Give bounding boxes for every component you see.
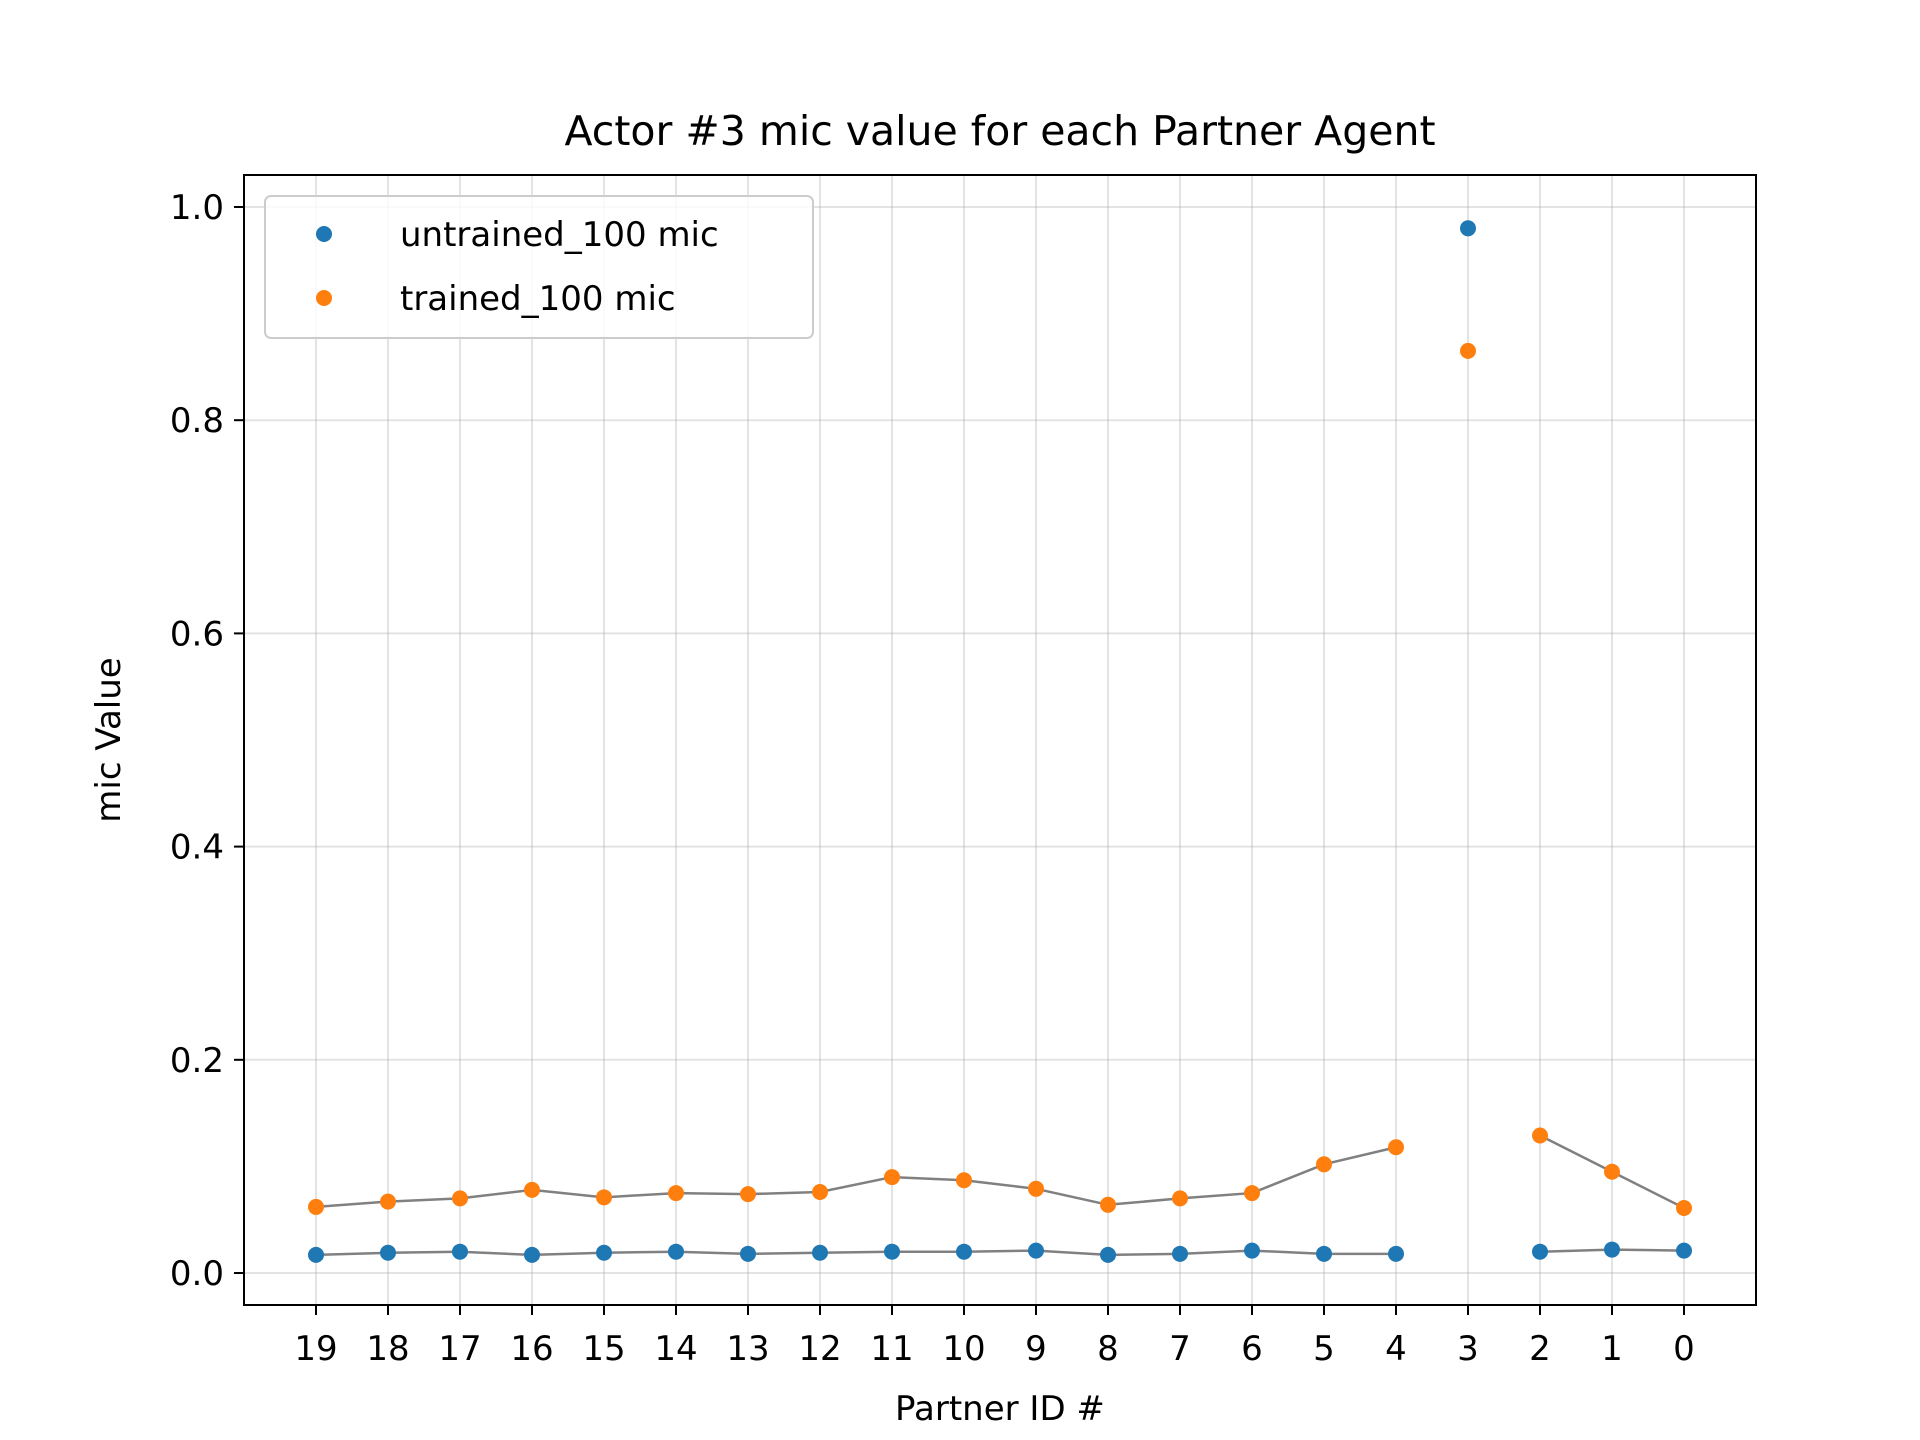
series-0-point [1388, 1245, 1404, 1262]
series-1-point [1172, 1190, 1188, 1207]
series-0-point [1172, 1245, 1188, 1262]
series-0-point [1604, 1241, 1620, 1258]
series-1-point [1100, 1196, 1116, 1213]
legend: untrained_100 mic trained_100 mic [264, 195, 814, 339]
legend-label-trained: trained_100 mic [400, 279, 676, 319]
series-0-point [1028, 1242, 1044, 1259]
x-tick-label: 16 [510, 1329, 553, 1369]
legend-box [264, 195, 814, 339]
series-1-point [1028, 1180, 1044, 1197]
chart-title: Actor #3 mic value for each Partner Agen… [564, 107, 1435, 155]
x-tick-label: 18 [366, 1329, 409, 1369]
x-tick-label: 4 [1385, 1329, 1407, 1369]
x-axis-label: Partner ID # [895, 1389, 1105, 1429]
series-0-point [812, 1244, 828, 1261]
x-tick-label: 5 [1313, 1329, 1335, 1369]
series-1-point [1460, 342, 1476, 359]
x-tick-label: 14 [654, 1329, 697, 1369]
series-1-point [956, 1172, 972, 1189]
x-axis-ticks: 19 18 17 16 15 14 13 12 11 10 9 8 7 6 5 4 3 2 1 0 [294, 1305, 1695, 1369]
legend-label-untrained: untrained_100 mic [400, 215, 719, 255]
series-0-point [1676, 1242, 1692, 1259]
series-0-point [1100, 1246, 1116, 1263]
y-tick-label: 1.0 [170, 188, 224, 228]
y-tick-label: 0.6 [170, 614, 224, 654]
grid-lines [244, 175, 1756, 1305]
series-1-point [380, 1193, 396, 1210]
x-tick-label: 1 [1601, 1329, 1623, 1369]
series-1-point [812, 1184, 828, 1200]
series-0-point [308, 1246, 324, 1263]
series-0-point [1316, 1245, 1332, 1262]
y-tick-label: 0.0 [170, 1254, 224, 1294]
x-tick-label: 11 [870, 1329, 913, 1369]
x-tick-label: 8 [1097, 1329, 1119, 1369]
series-1-point [668, 1185, 684, 1202]
x-tick-label: 12 [798, 1329, 841, 1369]
series-1-point [452, 1190, 468, 1207]
series-1-point [1244, 1185, 1260, 1202]
series-1-point [1676, 1199, 1692, 1216]
legend-marker-trained [316, 290, 332, 306]
x-tick-label: 6 [1241, 1329, 1263, 1369]
x-tick-label: 9 [1025, 1329, 1047, 1369]
series-0-point [380, 1244, 396, 1261]
series-1-point [1388, 1139, 1404, 1156]
series-1-point [308, 1198, 324, 1215]
x-tick-label: 17 [438, 1329, 481, 1369]
series-0-point [668, 1243, 684, 1260]
series-0-point [524, 1246, 540, 1263]
series-0-point [1244, 1242, 1260, 1259]
x-tick-label: 15 [582, 1329, 625, 1369]
series-0-point [596, 1244, 612, 1261]
x-tick-label: 3 [1457, 1329, 1479, 1369]
series-1-connector-line [315, 1146, 1397, 1209]
y-tick-label: 0.2 [170, 1041, 224, 1081]
axes-frame [243, 174, 1757, 1306]
series-0-point [1532, 1243, 1548, 1260]
series-0-point [740, 1245, 756, 1262]
series-1-point [884, 1169, 900, 1186]
x-tick-label: 10 [942, 1329, 985, 1369]
x-tick-label: 0 [1673, 1329, 1695, 1369]
x-tick-label: 19 [294, 1329, 337, 1369]
series-0-point [956, 1243, 972, 1260]
data-points [308, 220, 1692, 1263]
x-tick-label: 7 [1169, 1329, 1191, 1369]
series-1-point [740, 1186, 756, 1203]
series-0-point [884, 1243, 900, 1260]
series-0-point [452, 1243, 468, 1260]
legend-marker-untrained [316, 226, 332, 242]
series-1-point [1604, 1163, 1620, 1180]
series-0-point [1460, 220, 1476, 237]
series-1-point [524, 1181, 540, 1198]
y-tick-label: 0.8 [170, 401, 224, 441]
y-tick-label: 0.4 [170, 828, 224, 868]
series-1-point [1532, 1127, 1548, 1144]
y-axis-ticks: 0.0 0.2 0.4 0.6 0.8 1.0 [170, 188, 244, 1294]
x-tick-label: 2 [1529, 1329, 1551, 1369]
series-1-point [1316, 1156, 1332, 1173]
series-1-point [596, 1189, 612, 1206]
y-axis-label: mic Value [89, 657, 129, 822]
x-tick-label: 13 [726, 1329, 769, 1369]
series-0-connector-line [315, 1249, 1396, 1257]
